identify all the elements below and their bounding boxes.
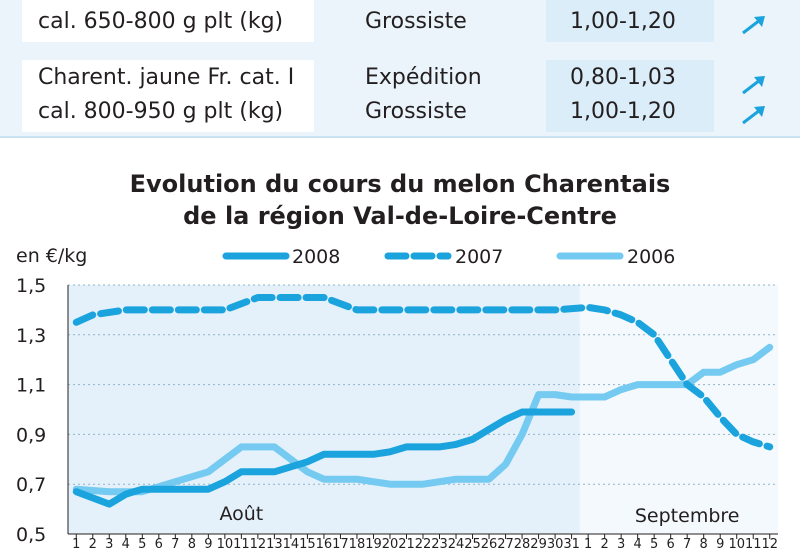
x-tick-label: 24: [448, 537, 465, 550]
x-tick-label: 11: [233, 537, 250, 550]
table-row: [22, 60, 314, 132]
x-tick-label: 31: [563, 537, 580, 550]
y-tick-label: 0,5: [16, 524, 46, 546]
product-line-2: cal. 650-800 g plt (kg): [38, 9, 284, 34]
x-tick-label: 20: [382, 537, 399, 550]
series-line-2006: [72, 343, 774, 496]
x-tick-label: 12: [761, 537, 778, 550]
x-tick-label: 28: [514, 537, 531, 550]
x-tick-label: 10: [217, 537, 234, 550]
price-range: 1,00-1,20: [570, 9, 676, 34]
x-tick-label: 7: [683, 537, 691, 550]
y-axis-label: en €/kg: [16, 245, 87, 267]
september-band: [579, 285, 778, 534]
x-tick-label: 7: [171, 537, 179, 550]
x-tick-label: 23: [431, 537, 448, 550]
x-tick-label: 4: [122, 537, 130, 550]
x-tick-label: 29: [530, 537, 547, 550]
x-tick-label: 16: [316, 537, 333, 550]
x-tick-label: 12: [250, 537, 267, 550]
x-tick-label: 15: [299, 537, 316, 550]
x-tick-label: 30: [547, 537, 564, 550]
x-tick-label: 3: [617, 537, 625, 550]
trend-up-icon: [742, 76, 765, 95]
x-tick-label: 25: [464, 537, 481, 550]
x-tick-label: 6: [155, 537, 163, 550]
stage-label: Expédition: [365, 65, 482, 90]
x-tick-label: 2: [600, 537, 608, 550]
x-tick-label: 2: [89, 537, 97, 550]
y-tick-label: 0,9: [16, 424, 46, 446]
y-tick-label: 1,1: [16, 375, 46, 397]
x-tick-label: 22: [415, 537, 432, 550]
x-tick-label: 1: [72, 537, 80, 550]
line-chart: 1,51,31,10,90,70,5en €/kg1 2 3 4 5 6 7 8 9 10 11 12…: [16, 245, 778, 550]
x-tick-label: 10: [728, 537, 745, 550]
x-tick-label: 19: [365, 537, 382, 550]
legend-label-2006: 2006: [627, 246, 675, 268]
x-tick-label: 6: [667, 537, 675, 550]
x-tick-label: 13: [266, 537, 283, 550]
y-tick-label: 0,7: [16, 474, 46, 496]
table-row: [22, 0, 314, 42]
legend-label-2007: 2007: [455, 246, 503, 268]
x-tick-label: 3: [105, 537, 113, 550]
price-range: 1,00-1,20: [570, 99, 676, 124]
x-tick-label: 17: [332, 537, 349, 550]
chart-title-line-2: de la région Val-de-Loire-Centre: [183, 202, 617, 230]
stage-label: Grossiste: [365, 9, 467, 34]
trend-up-icon: [742, 16, 765, 35]
x-tick-label: 9: [204, 537, 212, 550]
x-tick-label: 18: [349, 537, 366, 550]
x-tick-label: 27: [497, 537, 514, 550]
x-tick-label: 4: [634, 537, 642, 550]
x-tick-label: 11: [745, 537, 762, 550]
y-tick-label: 1,5: [16, 275, 46, 297]
x-tick-label: 5: [650, 537, 658, 550]
month-label-august: Août: [219, 503, 263, 525]
y-tick-label: 1,3: [16, 325, 46, 347]
x-tick-label: 14: [283, 537, 300, 550]
chart-title-line-1: Evolution du cours du melon Charentais: [129, 170, 671, 198]
x-tick-label: 8: [700, 537, 708, 550]
series-line-2007: [72, 294, 774, 451]
product-line-2: cal. 800-950 g plt (kg): [38, 99, 284, 124]
stage-label: Grossiste: [365, 99, 467, 124]
x-tick-label: 21: [398, 537, 415, 550]
product-line-1: Charent. jaune Fr. cat. I: [38, 65, 295, 90]
x-tick-label: 9: [716, 537, 724, 550]
x-tick-label: 8: [188, 537, 196, 550]
series-line-2008: [72, 408, 576, 508]
trend-up-icon: [742, 106, 765, 125]
x-tick-label: 1: [584, 537, 592, 550]
chart-panel: Evolution du cours du melon Charentais d…: [0, 152, 800, 550]
price-table: cal. 650-800 g plt (kg) Grossiste 1,00-1…: [0, 0, 800, 138]
month-label-september: Septembre: [635, 505, 740, 527]
price-range: 0,80-1,03: [570, 65, 676, 90]
x-tick-label: 5: [138, 537, 146, 550]
x-tick-label: 26: [481, 537, 498, 550]
legend-label-2008: 2008: [292, 246, 340, 268]
august-band: [68, 285, 580, 534]
